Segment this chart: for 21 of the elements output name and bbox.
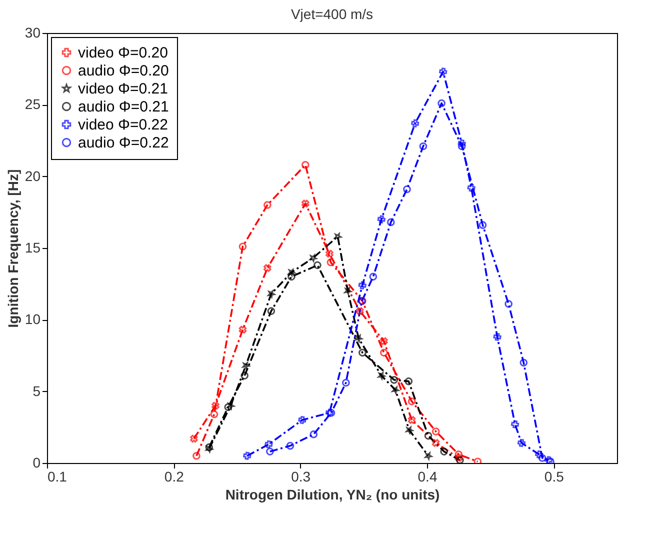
x-tick-label: 0.1 [48, 468, 68, 484]
y-tick-label: 5 [32, 382, 41, 399]
legend-label: audio Φ=0.20 [78, 62, 169, 80]
x-tick-label: 0.5 [544, 468, 564, 484]
legend-label: audio Φ=0.21 [78, 98, 169, 116]
y-tick-label: 0 [32, 454, 41, 470]
y-tick-label: 25 [24, 96, 41, 112]
legend-label: video Φ=0.20 [78, 44, 168, 62]
y-tick-label: 15 [24, 240, 41, 256]
legend-label: audio Φ=0.22 [78, 134, 169, 152]
y-tick-label: 30 [24, 24, 41, 40]
x-tick-label: 0.4 [418, 468, 438, 484]
x-tick-label: 0.3 [291, 468, 311, 484]
y-axis-title: Ignition Frequency, [Hz] [4, 169, 21, 328]
x-tick-label: 0.2 [164, 468, 184, 484]
legend-label: video Φ=0.21 [78, 80, 168, 98]
y-tick-label: 10 [24, 311, 41, 328]
x-axis-title: Nitrogen Dilution, YN₂ (no units) [225, 486, 440, 502]
legend-label: video Φ=0.22 [78, 116, 168, 134]
chart-title: Vjet=400 m/s [290, 6, 374, 22]
y-tick-label: 20 [24, 168, 41, 184]
